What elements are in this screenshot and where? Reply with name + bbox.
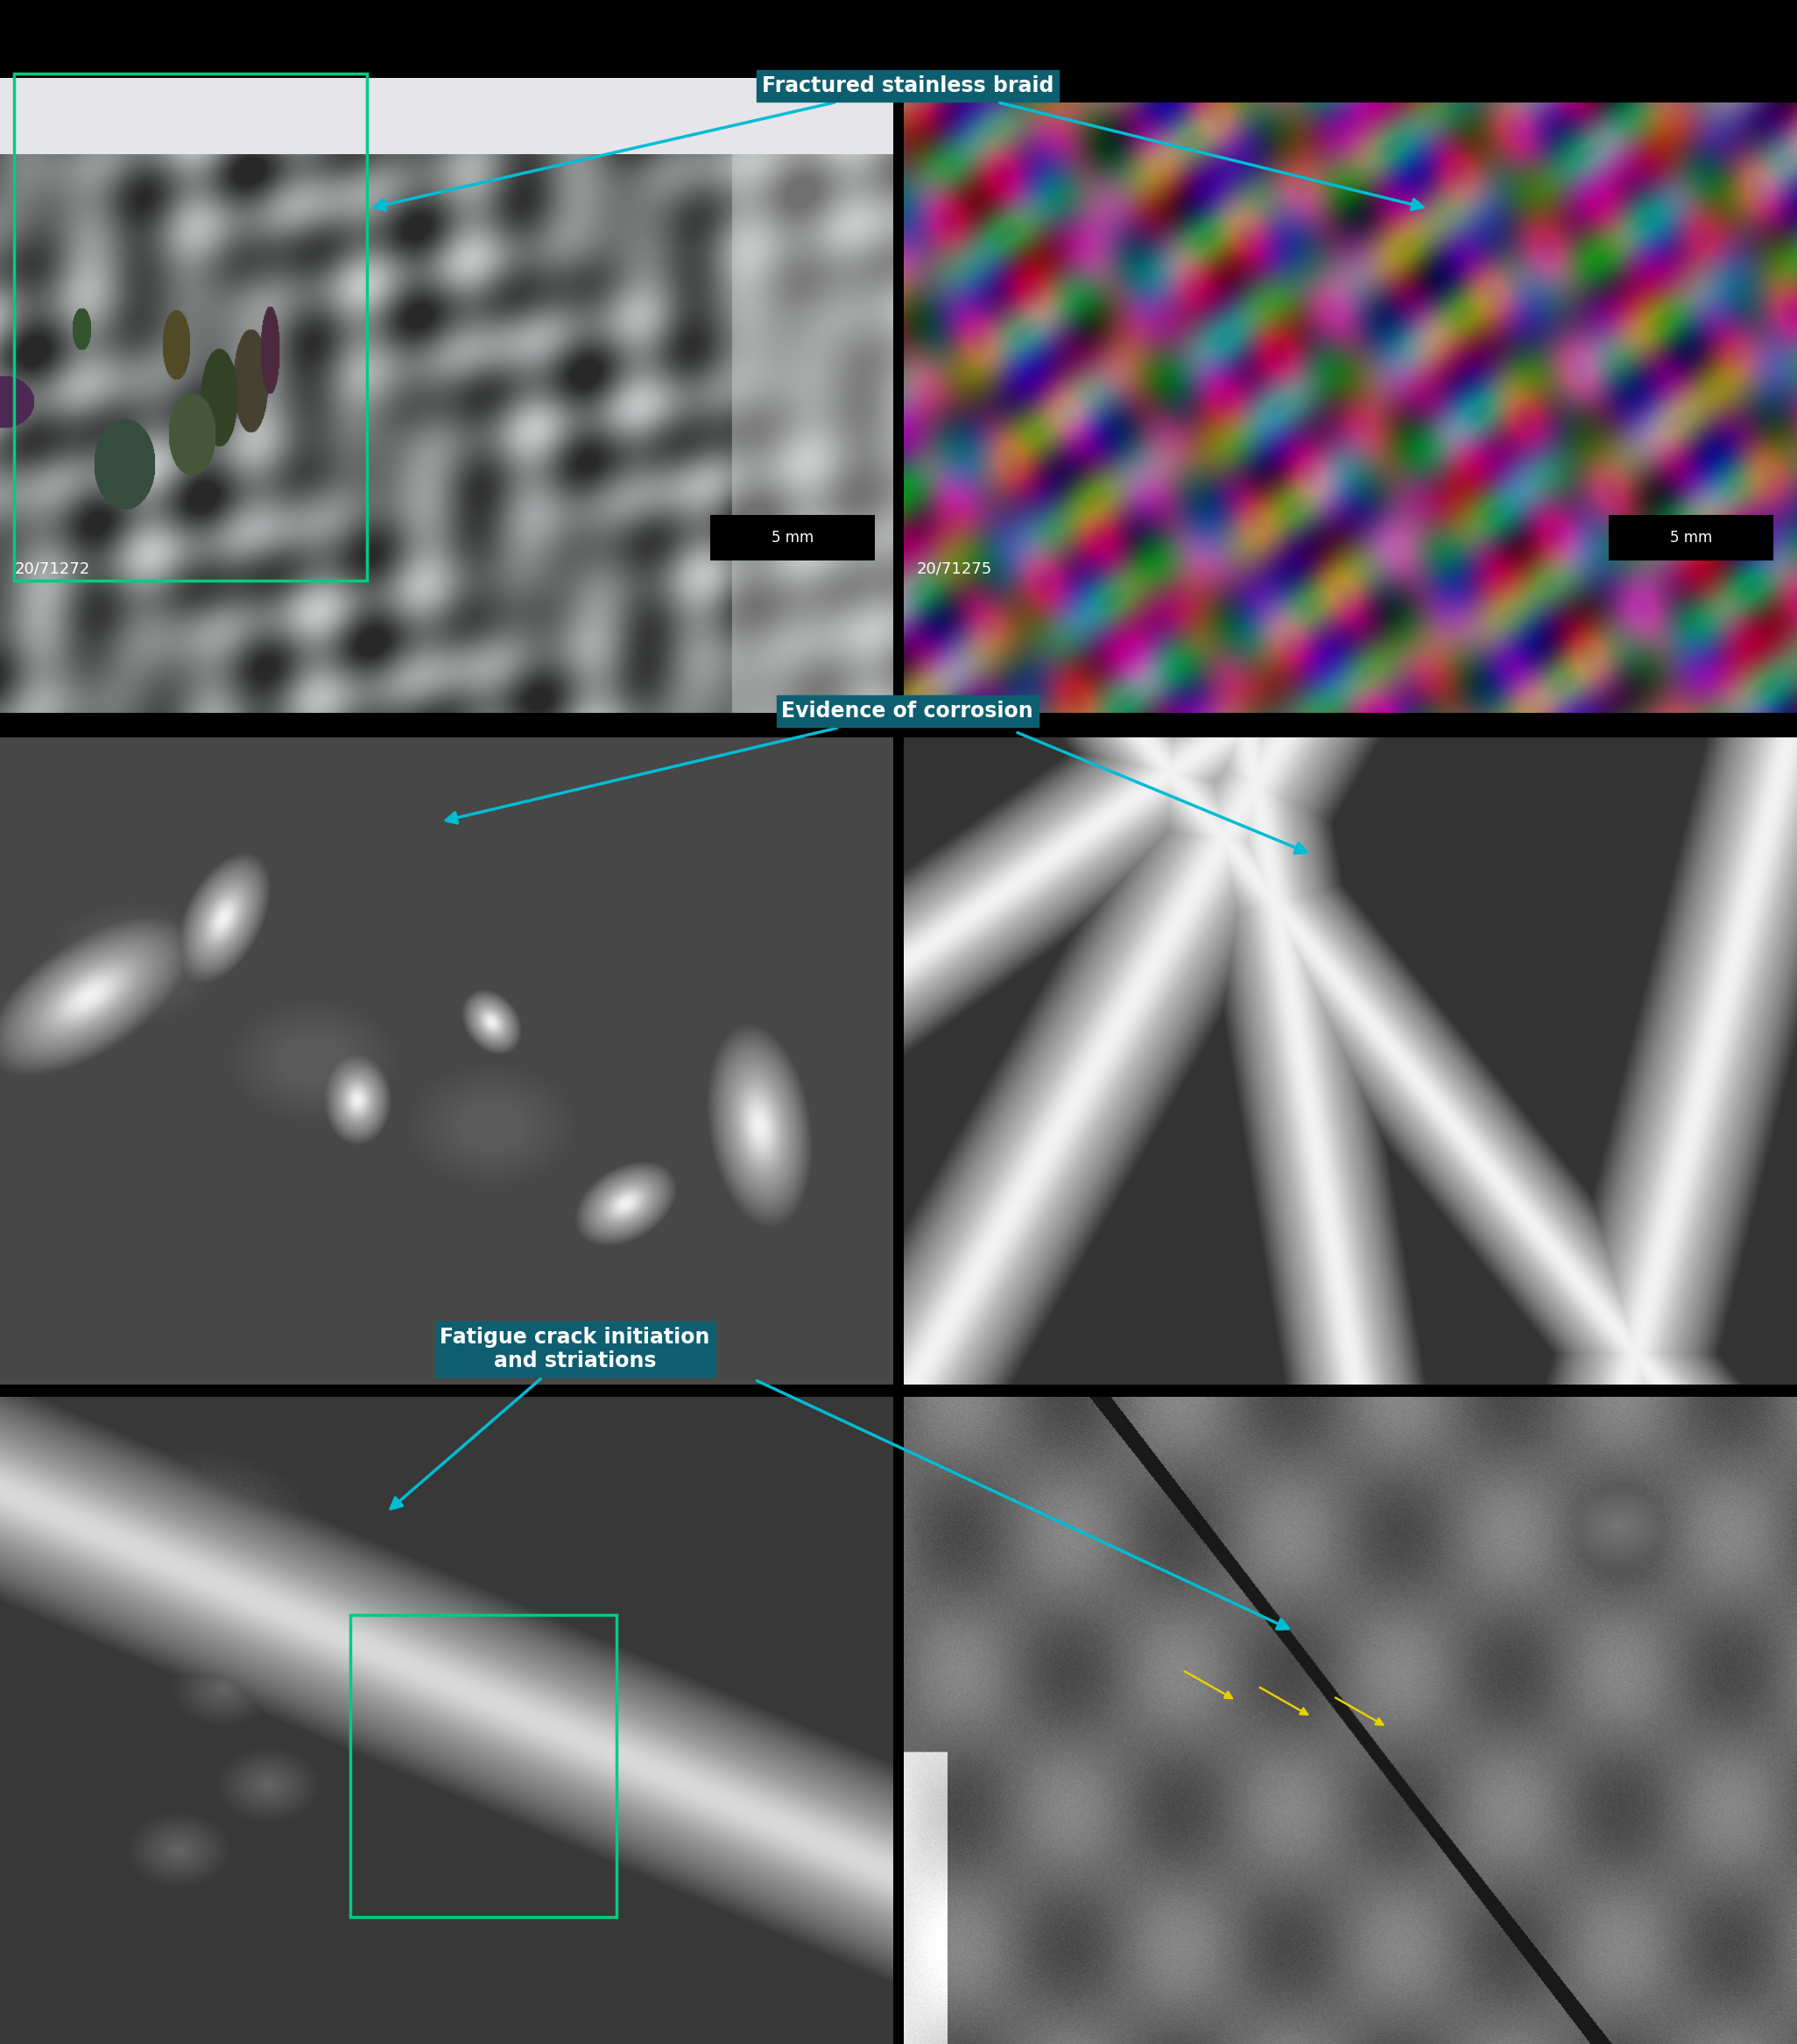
Bar xyxy=(0,1384,1797,1396)
Text: 5 mm: 5 mm xyxy=(771,529,814,546)
Text: 20/71272: 20/71272 xyxy=(14,560,90,576)
Text: Fractured stainless braid: Fractured stainless braid xyxy=(374,76,1053,211)
Text: Evidence of corrosion: Evidence of corrosion xyxy=(446,701,1033,824)
Bar xyxy=(1608,515,1774,560)
Bar xyxy=(14,74,367,580)
Text: 5 mm: 5 mm xyxy=(1669,529,1713,546)
Bar xyxy=(710,515,875,560)
Bar xyxy=(893,0,904,2044)
Bar xyxy=(350,1615,616,1917)
Bar xyxy=(0,713,1797,726)
Text: 20/71275: 20/71275 xyxy=(916,560,992,576)
Text: Fatigue crack initiation
and striations: Fatigue crack initiation and striations xyxy=(390,1327,710,1508)
